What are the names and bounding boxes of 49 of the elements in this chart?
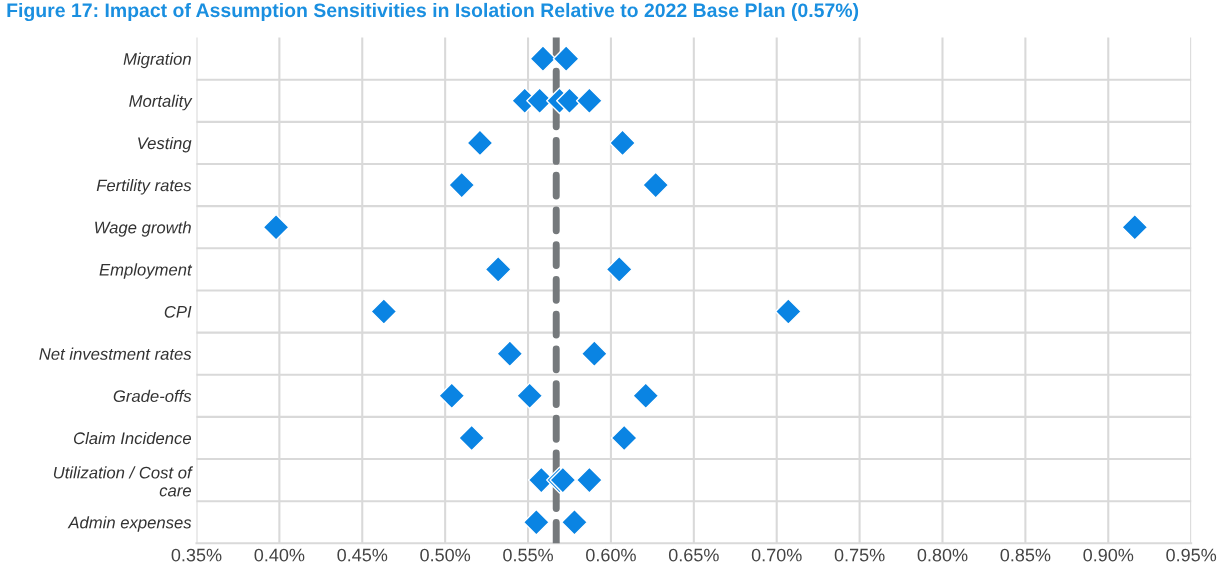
point: [552, 45, 580, 73]
x-tick-label: 0.55%: [503, 548, 553, 562]
x-tick-label: 0.65%: [668, 548, 719, 562]
y-tick-label: Admin expenses: [67, 516, 192, 532]
x-tick-label: 0.45%: [337, 548, 388, 562]
y-tick-label: Fertility rates: [96, 179, 192, 195]
point: [560, 508, 588, 536]
x-tick-label: 0.35%: [171, 548, 222, 562]
y-tick-label: Net investment rates: [39, 347, 192, 360]
point: [370, 298, 398, 326]
point: [458, 424, 486, 452]
point: [529, 45, 557, 73]
x-tick-label: 0.85%: [1000, 548, 1051, 562]
point: [575, 466, 603, 494]
y-tick-label: Utilization / Cost of care: [53, 466, 194, 497]
point: [605, 255, 633, 283]
y-tick-label: Mortality: [129, 94, 193, 111]
point: [496, 340, 524, 368]
point: [642, 171, 670, 199]
y-tick-label: Vesting: [138, 136, 192, 153]
point: [438, 382, 466, 410]
chart-title: Figure 17: Impact of Assumption Sensitivities in Isolation Relative to 2022 Base Plan (0.57%): [7, 2, 859, 22]
point: [484, 255, 512, 283]
point: [632, 382, 660, 410]
y-tick-label: Grade-offs: [113, 389, 192, 403]
point: [262, 213, 290, 241]
x-tick-label: 0.75%: [834, 548, 885, 562]
x-tick-label: 0.90%: [1083, 548, 1134, 562]
x-tick-label: 0.70%: [751, 548, 802, 562]
point: [575, 87, 603, 115]
point: [466, 129, 494, 157]
x-tick-label: 0.60%: [586, 548, 636, 562]
point: [774, 298, 802, 326]
y-tick-label: Claim Incidence: [73, 431, 192, 445]
point: [609, 129, 637, 157]
point: [516, 382, 544, 410]
point: [1121, 213, 1149, 241]
y-tick-label: Wage growth: [95, 221, 191, 237]
y-tick-label: Migration: [123, 52, 191, 69]
x-tick-label: 0.80%: [917, 548, 968, 562]
x-tick-label: 0.50%: [420, 548, 471, 562]
point: [448, 171, 476, 199]
point: [610, 424, 638, 452]
y-tick-label: CPI: [164, 305, 192, 318]
point: [580, 340, 608, 368]
x-tick-label: 0.40%: [254, 548, 305, 562]
point: [522, 508, 550, 536]
y-tick-label: Employment: [99, 263, 193, 279]
x-tick-label: 0.95%: [1166, 548, 1217, 562]
